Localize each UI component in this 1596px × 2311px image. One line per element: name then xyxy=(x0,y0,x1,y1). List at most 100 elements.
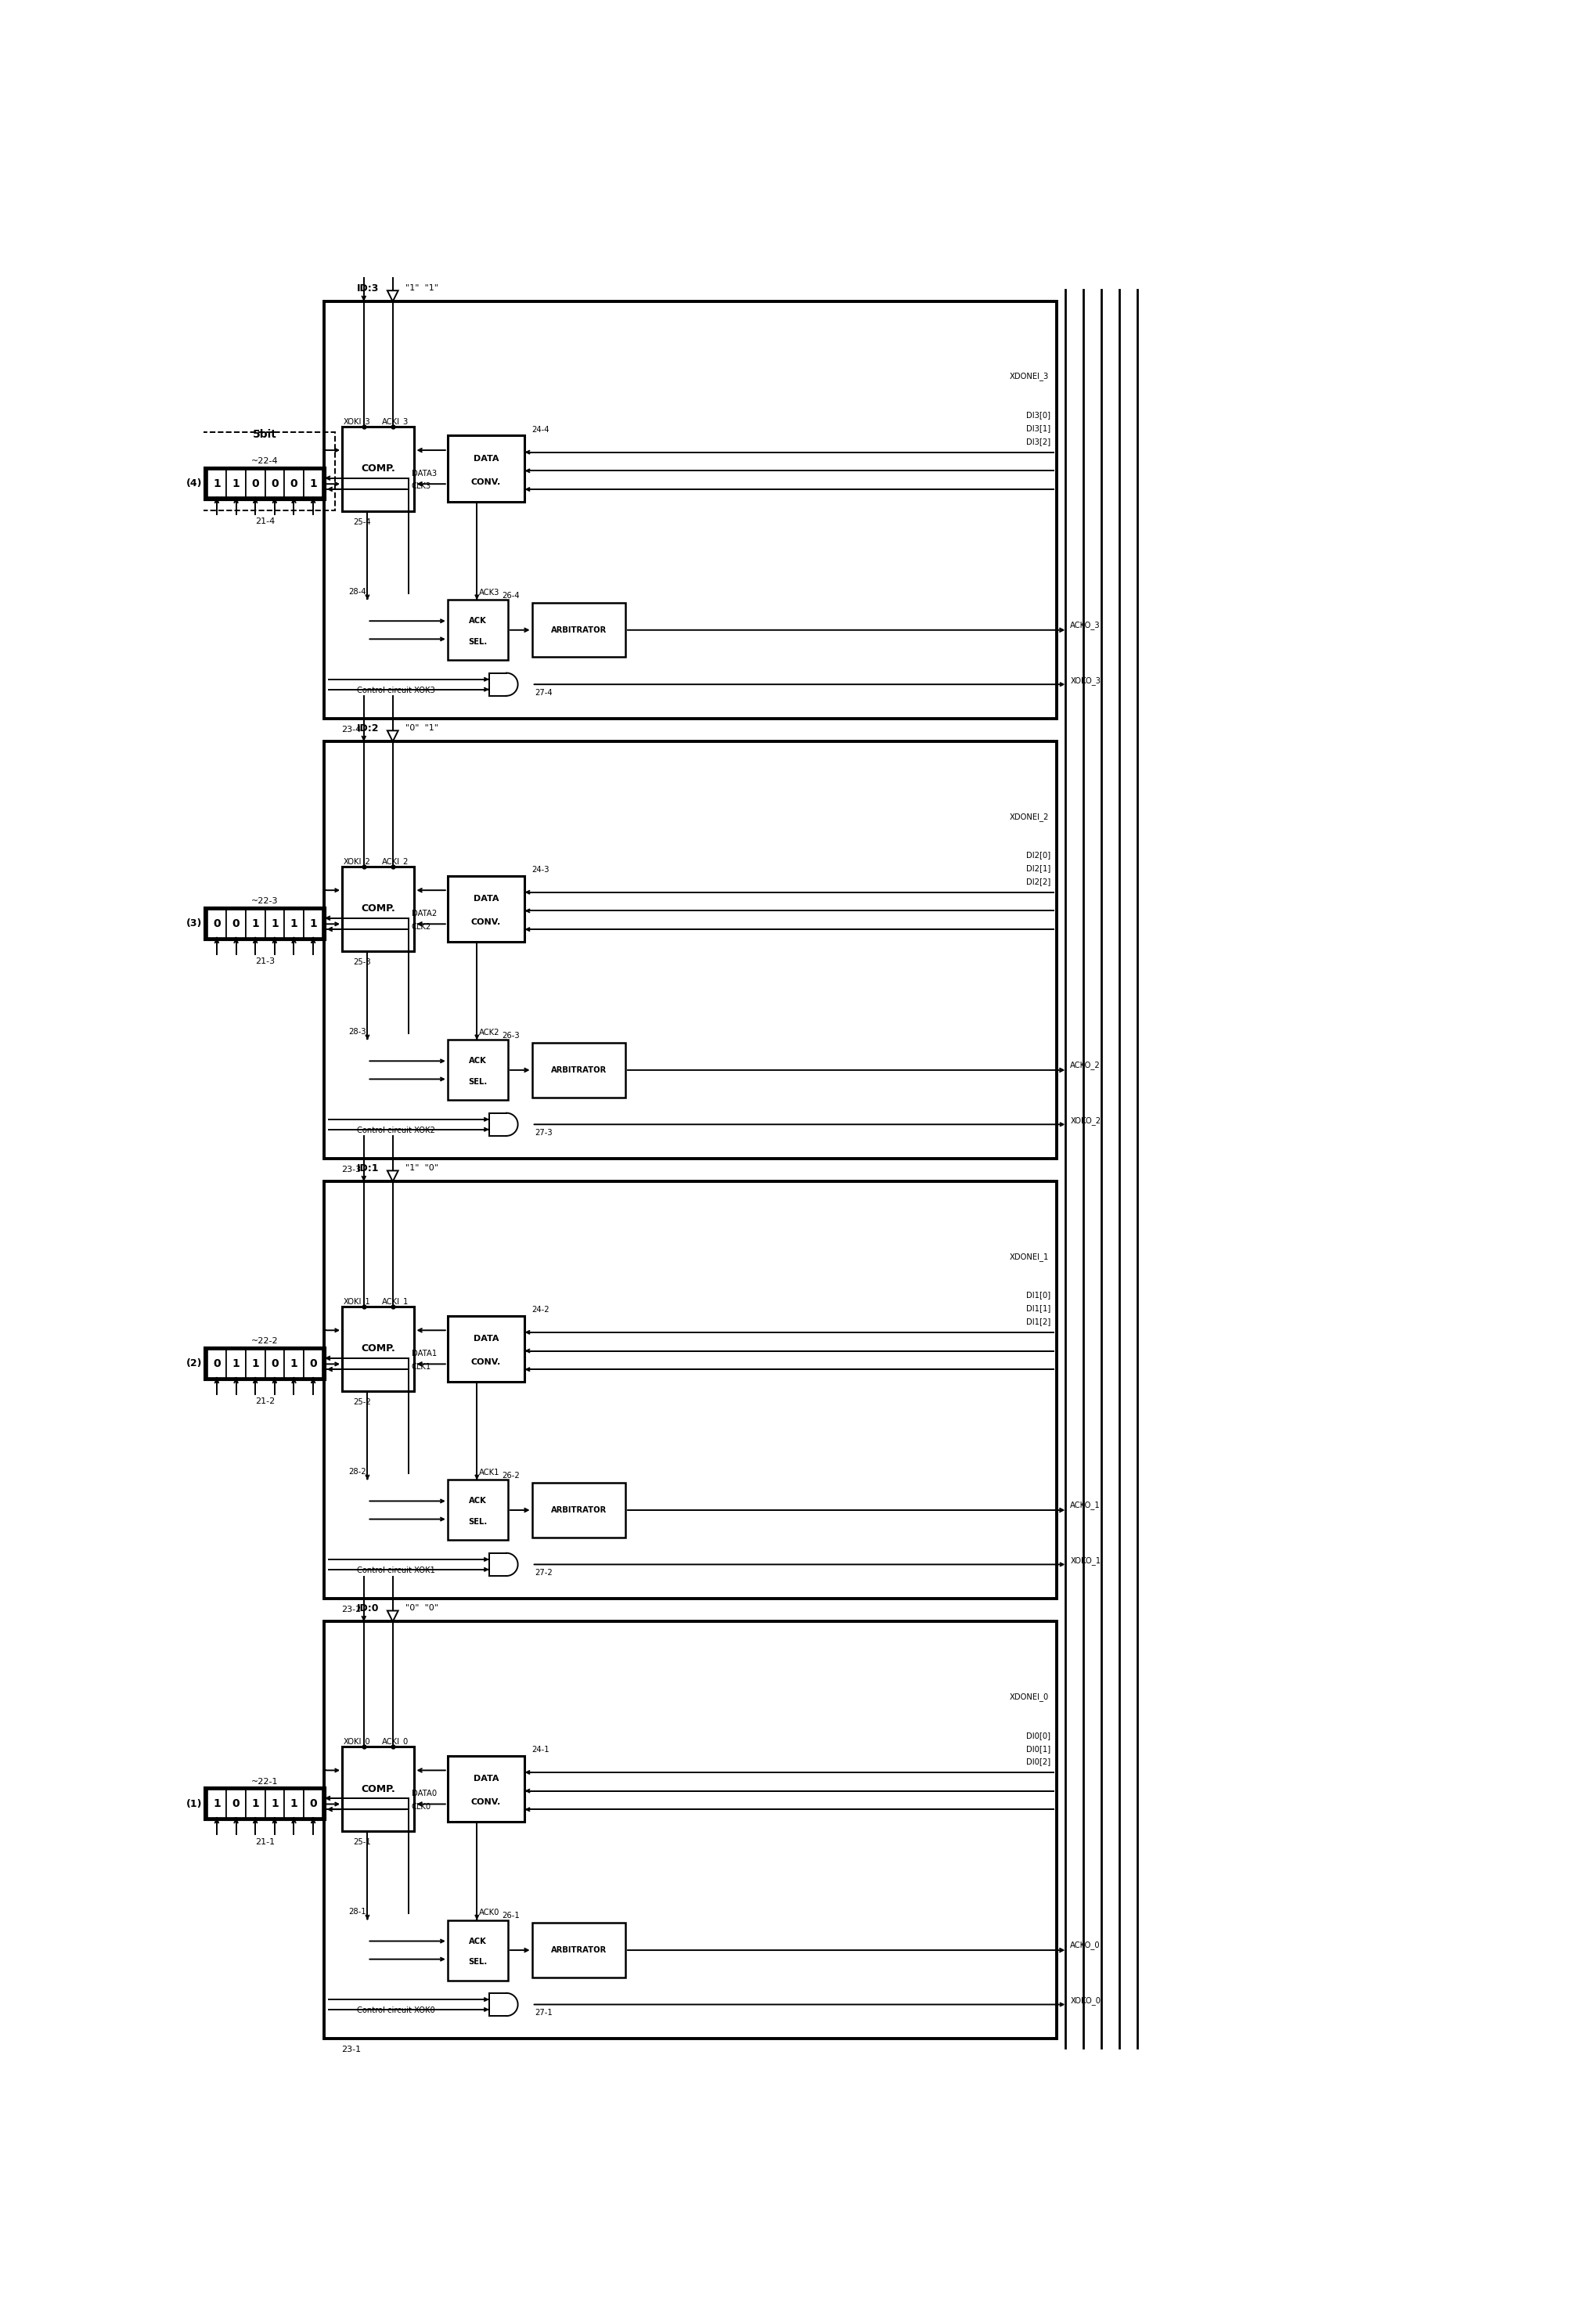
Bar xyxy=(227,1350,246,1377)
Text: ACKI_0: ACKI_0 xyxy=(381,1738,409,1747)
Text: DI0[2]: DI0[2] xyxy=(1026,1759,1050,1766)
Bar xyxy=(284,1791,303,1819)
Text: ACK3: ACK3 xyxy=(479,589,500,596)
Text: SEL.: SEL. xyxy=(468,1957,487,1967)
Text: CONV.: CONV. xyxy=(471,478,501,485)
Text: 1: 1 xyxy=(252,1798,259,1810)
Text: ACK: ACK xyxy=(469,617,487,624)
Text: XDONEI_1: XDONEI_1 xyxy=(1010,1253,1049,1262)
Text: 1: 1 xyxy=(310,478,318,490)
Text: 1: 1 xyxy=(290,1798,298,1810)
Text: DATA0: DATA0 xyxy=(412,1789,437,1798)
Bar xyxy=(206,1789,324,1819)
Bar xyxy=(206,908,324,938)
Text: 1: 1 xyxy=(233,1359,239,1368)
Text: DI3[1]: DI3[1] xyxy=(1026,425,1050,432)
Text: ACKO_3: ACKO_3 xyxy=(1071,622,1100,629)
Text: 1: 1 xyxy=(212,1798,220,1810)
Text: XOKO_2: XOKO_2 xyxy=(1071,1116,1101,1125)
Bar xyxy=(531,1042,626,1098)
Text: XOKI_3: XOKI_3 xyxy=(343,418,370,425)
Text: ACKI_3: ACKI_3 xyxy=(381,418,409,425)
Text: DATA: DATA xyxy=(474,1336,500,1343)
Text: 21-3: 21-3 xyxy=(255,957,275,966)
Text: ACKO_0: ACKO_0 xyxy=(1071,1941,1100,1950)
Text: DI3[2]: DI3[2] xyxy=(1026,437,1050,446)
Text: 21-2: 21-2 xyxy=(255,1398,275,1405)
Bar xyxy=(193,432,335,511)
Text: 1: 1 xyxy=(290,1359,298,1368)
Text: XDONEI_0: XDONEI_0 xyxy=(1010,1692,1049,1701)
Text: DI0[1]: DI0[1] xyxy=(1026,1745,1050,1752)
Text: CLK1: CLK1 xyxy=(412,1363,431,1370)
Bar xyxy=(447,1479,508,1539)
Text: ~22-2: ~22-2 xyxy=(252,1338,279,1345)
Text: XOKO_1: XOKO_1 xyxy=(1071,1558,1101,1565)
Text: 23-2: 23-2 xyxy=(342,1606,361,1613)
Bar xyxy=(284,469,303,497)
Text: 0: 0 xyxy=(233,1798,239,1810)
Bar xyxy=(324,742,1057,1158)
Text: XDONEI_2: XDONEI_2 xyxy=(1010,811,1049,820)
Text: ACK2: ACK2 xyxy=(479,1028,500,1038)
Text: XOKI_0: XOKI_0 xyxy=(343,1738,370,1747)
Text: DI2[0]: DI2[0] xyxy=(1026,850,1050,860)
Text: 28-2: 28-2 xyxy=(348,1467,365,1474)
Text: DI2[2]: DI2[2] xyxy=(1026,878,1050,885)
Bar xyxy=(227,1791,246,1819)
Bar xyxy=(265,1791,284,1819)
Text: ARBITRATOR: ARBITRATOR xyxy=(551,1946,606,1955)
Bar xyxy=(447,1315,525,1382)
Text: Control circuit XOK2: Control circuit XOK2 xyxy=(358,1125,436,1135)
Text: 25-3: 25-3 xyxy=(353,959,370,966)
Text: CONV.: CONV. xyxy=(471,1359,501,1366)
Text: 28-3: 28-3 xyxy=(348,1028,365,1035)
Bar xyxy=(206,1347,324,1380)
Text: 21-4: 21-4 xyxy=(255,518,275,525)
Text: DI1[0]: DI1[0] xyxy=(1026,1292,1050,1299)
Text: "0"  "0": "0" "0" xyxy=(405,1604,439,1613)
Text: 28-1: 28-1 xyxy=(348,1907,365,1916)
Text: 1: 1 xyxy=(271,917,278,929)
Bar xyxy=(303,1350,322,1377)
Text: 0: 0 xyxy=(310,1798,318,1810)
Bar xyxy=(303,1791,322,1819)
Text: "1"  "1": "1" "1" xyxy=(405,284,439,291)
Text: XOKI_2: XOKI_2 xyxy=(343,857,370,867)
Text: 0: 0 xyxy=(290,478,298,490)
Text: 23-4: 23-4 xyxy=(342,726,361,733)
Polygon shape xyxy=(388,730,397,742)
Text: 0: 0 xyxy=(252,478,259,490)
Text: 24-4: 24-4 xyxy=(531,425,549,434)
Bar xyxy=(324,300,1057,719)
Polygon shape xyxy=(388,291,397,300)
Bar xyxy=(342,1747,415,1830)
Bar xyxy=(447,601,508,661)
Text: ID:1: ID:1 xyxy=(358,1162,380,1174)
Bar xyxy=(227,469,246,497)
Text: 0: 0 xyxy=(212,917,220,929)
Text: (4): (4) xyxy=(185,478,201,488)
Text: 0: 0 xyxy=(212,1359,220,1368)
Text: CLK0: CLK0 xyxy=(412,1803,431,1810)
Text: ID:3: ID:3 xyxy=(358,282,380,293)
Text: 27-4: 27-4 xyxy=(535,689,552,696)
Text: CONV.: CONV. xyxy=(471,917,501,927)
Text: 24-1: 24-1 xyxy=(531,1745,549,1754)
Text: 27-3: 27-3 xyxy=(535,1130,552,1137)
Text: (3): (3) xyxy=(185,917,201,929)
Bar xyxy=(206,467,324,499)
Text: ACKI_2: ACKI_2 xyxy=(381,857,409,867)
Text: SEL.: SEL. xyxy=(468,638,487,647)
Bar xyxy=(531,1923,626,1978)
Text: 0: 0 xyxy=(310,1359,318,1368)
Bar xyxy=(447,1920,508,1981)
Text: 25-2: 25-2 xyxy=(353,1398,370,1405)
Text: ~22-4: ~22-4 xyxy=(252,458,279,465)
Text: 24-2: 24-2 xyxy=(531,1306,549,1313)
Text: DI2[1]: DI2[1] xyxy=(1026,864,1050,874)
Text: ID:0: ID:0 xyxy=(358,1604,380,1613)
Text: 23-1: 23-1 xyxy=(342,2045,361,2054)
Text: XOKO_0: XOKO_0 xyxy=(1071,1997,1101,2006)
Text: DATA: DATA xyxy=(474,1775,500,1782)
